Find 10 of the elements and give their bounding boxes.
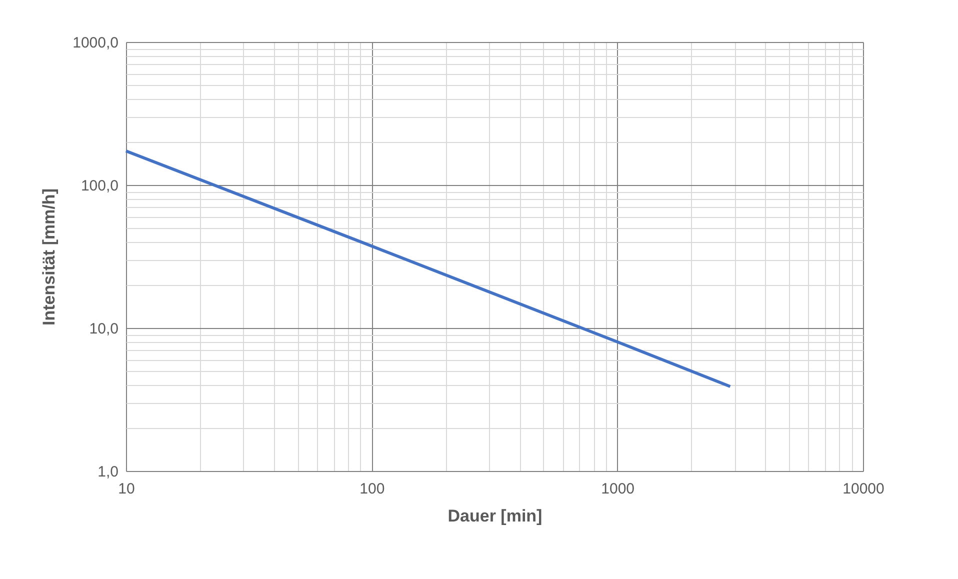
- y-axis-title: Intensität [mm/h]: [40, 188, 59, 326]
- x-tick-label: 100: [360, 480, 385, 498]
- x-axis-title: Dauer [min]: [448, 506, 542, 526]
- y-tick-label: 1,0: [98, 464, 118, 480]
- y-tick-label: 10,0: [89, 320, 118, 338]
- x-tick-label: 1000: [601, 480, 635, 498]
- y-tick-label: 1000,0: [72, 34, 118, 52]
- x-tick-label: 10: [118, 480, 135, 498]
- y-tick-label: 100,0: [80, 178, 118, 194]
- x-tick-label: 10000: [842, 480, 884, 498]
